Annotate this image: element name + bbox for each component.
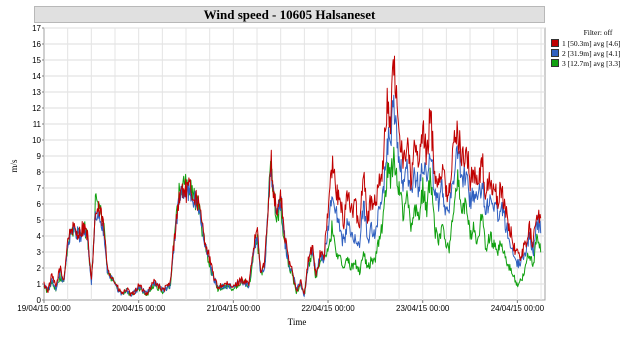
- legend-item-series-1[interactable]: 1 [50.3m] avg [4.6]: [551, 38, 637, 48]
- y-axis-label: m/s: [9, 159, 19, 173]
- y-tick-label: 8: [37, 168, 42, 177]
- y-tick-label: 7: [37, 184, 42, 193]
- y-tick-label: 3: [37, 248, 42, 257]
- x-tick-label: 21/04/15 00:00: [207, 304, 261, 313]
- series-line-1: [43, 55, 542, 297]
- y-tick-label: 6: [37, 200, 42, 209]
- legend-label-series-3: 3 [12.7m] avg [3.3]: [562, 58, 621, 68]
- x-axis-label: Time: [288, 317, 307, 327]
- legend-item-series-2[interactable]: 2 [31.9m] avg [4.1]: [551, 48, 637, 58]
- y-tick-label: 16: [32, 40, 41, 49]
- legend-swatch-series-1: [551, 39, 559, 47]
- legend-title: Filter: off: [583, 28, 613, 37]
- legend-label-series-2: 2 [31.9m] avg [4.1]: [562, 48, 621, 58]
- legend-label-series-1: 1 [50.3m] avg [4.6]: [562, 38, 621, 48]
- grid-lines: [44, 27, 545, 300]
- y-tick-label: 10: [32, 136, 41, 145]
- series-lines: [43, 55, 542, 297]
- legend: Filter: off 1 [50.3m] avg [4.6] 2 [31.9m…: [551, 28, 637, 68]
- y-tick-label: 15: [32, 56, 41, 65]
- y-tick-label: 2: [37, 264, 42, 273]
- y-tick-label: 12: [32, 104, 41, 113]
- y-tick-label: 11: [33, 120, 42, 129]
- y-tick-label: 9: [37, 152, 42, 161]
- legend-swatch-series-2: [551, 49, 559, 57]
- y-tick-label: 0: [37, 296, 42, 305]
- x-tick-label: 24/04/15 00:00: [491, 304, 545, 313]
- y-tick-label: 4: [37, 232, 42, 241]
- chart-title: Wind speed - 10605 Halsaneset: [34, 6, 545, 23]
- x-axis-ticks: 19/04/15 00:00 20/04/15 00:00 21/04/15 00:…: [17, 300, 545, 313]
- x-tick-label: 22/04/15 00:00: [301, 304, 355, 313]
- legend-swatch-series-3: [551, 59, 559, 67]
- y-tick-label: 17: [32, 24, 41, 33]
- x-tick-label: 20/04/15 00:00: [112, 304, 166, 313]
- y-tick-label: 1: [37, 280, 42, 289]
- x-tick-label: 23/04/15 00:00: [396, 304, 450, 313]
- legend-item-series-3[interactable]: 3 [12.7m] avg [3.3]: [551, 58, 637, 68]
- x-tick-label: 19/04/15 00:00: [17, 304, 71, 313]
- y-tick-label: 14: [32, 72, 41, 81]
- y-tick-label: 5: [37, 216, 42, 225]
- y-tick-label: 13: [32, 88, 41, 97]
